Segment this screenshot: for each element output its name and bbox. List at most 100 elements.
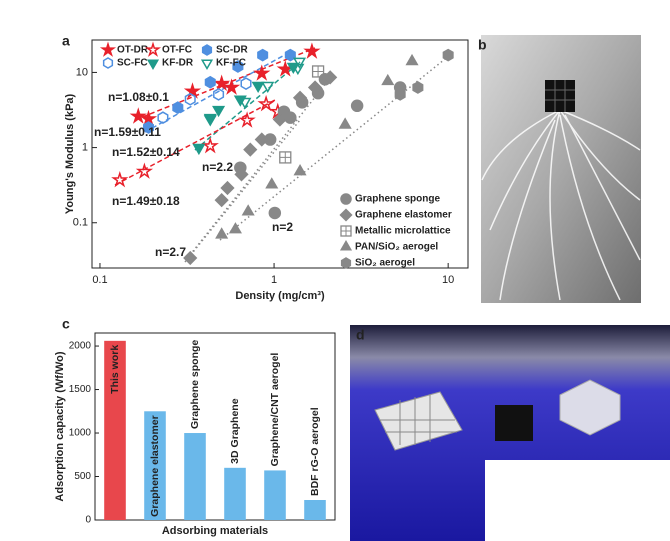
fit-annotation: n=2 [272,220,293,234]
point [238,97,252,110]
point [311,65,325,78]
point [142,121,155,134]
point [243,142,258,157]
bar-category-label: 3D Graphene [229,398,241,464]
y-tick-label: 1000 [69,428,92,439]
point [201,136,219,154]
legend-label: PAN/SiO₂ aerogel [355,242,438,253]
point [240,77,252,90]
point [201,44,213,56]
bar [144,411,166,520]
bar-category-label: Graphene/CNT aerogel [269,353,281,467]
point [412,81,424,94]
y-tick-label: 0.1 [73,217,88,229]
point [284,48,296,62]
panel-label: d [356,327,365,343]
point [340,225,352,237]
fit-annotation: n=1.59±0.11 [94,125,161,139]
point [261,81,275,94]
point [222,78,241,95]
point [339,208,353,222]
point [214,193,229,208]
y-tick-label: 1500 [69,384,92,395]
point [203,115,217,127]
y-tick-label: 0 [85,515,91,526]
point [265,177,279,189]
point [241,204,255,216]
point [338,117,352,129]
point [303,42,321,59]
point [172,101,184,115]
point [293,163,307,176]
photo-d [350,325,670,541]
legend-label: SC-FC [117,58,148,69]
point [146,59,160,71]
point [254,132,269,147]
y-axis-label: Young's Modulus (kPa) [64,93,76,214]
point [234,167,249,182]
panel-label: a [62,33,70,49]
point [135,162,154,179]
fit-annotation: n=2.7 [155,245,186,259]
x-tick-label: 0.1 [92,274,107,286]
point [292,57,307,69]
point [192,143,206,156]
y-tick-label: 10 [76,66,88,78]
bar [184,433,206,520]
point [381,73,395,86]
fit-annotation: n=1.08±0.1 [108,90,169,104]
bar [224,467,246,520]
point [144,41,162,57]
bar-category-label: BDF rG-O aerogel [309,407,321,496]
point [268,206,282,220]
point-cross [279,151,291,163]
bar-category-label: This work [109,345,121,394]
legend-label: KF-FC [216,58,246,69]
point [284,111,297,124]
point [238,111,256,128]
point [292,90,308,105]
bar [104,340,126,520]
x-axis-label: Adsorbing materials [162,525,268,537]
y-tick-label: 500 [74,471,91,482]
y-tick-label: 2000 [69,341,92,352]
legend-label: OT-FC [162,45,192,56]
point [394,88,406,101]
point [232,60,244,73]
photo-b [481,35,641,303]
point-cross [312,65,324,77]
point [251,81,265,94]
point [220,180,235,196]
y-tick-label: 1 [82,141,88,153]
legend-label: OT-DR [117,45,149,56]
point [204,75,216,89]
legend-label: Metallic microlattice [355,226,451,237]
legend-label: Graphene sponge [355,194,440,205]
point [111,170,129,188]
point [99,41,117,57]
point [257,94,275,112]
plot-frame [91,39,469,269]
fit-annotation: n=2.2 [202,160,233,174]
x-tick-label: 1 [271,274,277,286]
point [339,240,353,251]
point [183,82,202,99]
point [228,222,242,234]
point [350,99,364,113]
y-axis-label: Adsorption capacity (Wf/Wo) [54,351,66,501]
panel-label: b [478,37,487,53]
legend-label: SiO₂ aerogel [355,258,415,269]
legend-label: SC-DR [216,45,248,56]
point [213,88,225,101]
point [340,193,352,205]
bar-category-label: Graphene elastomer [149,415,161,517]
point [213,74,231,91]
bar [264,470,286,520]
point [286,62,300,75]
point [184,92,196,106]
point [102,57,114,69]
fit-annotation: n=1.52±0.14 [112,145,180,159]
point [215,227,229,239]
fit-lines [114,47,451,263]
